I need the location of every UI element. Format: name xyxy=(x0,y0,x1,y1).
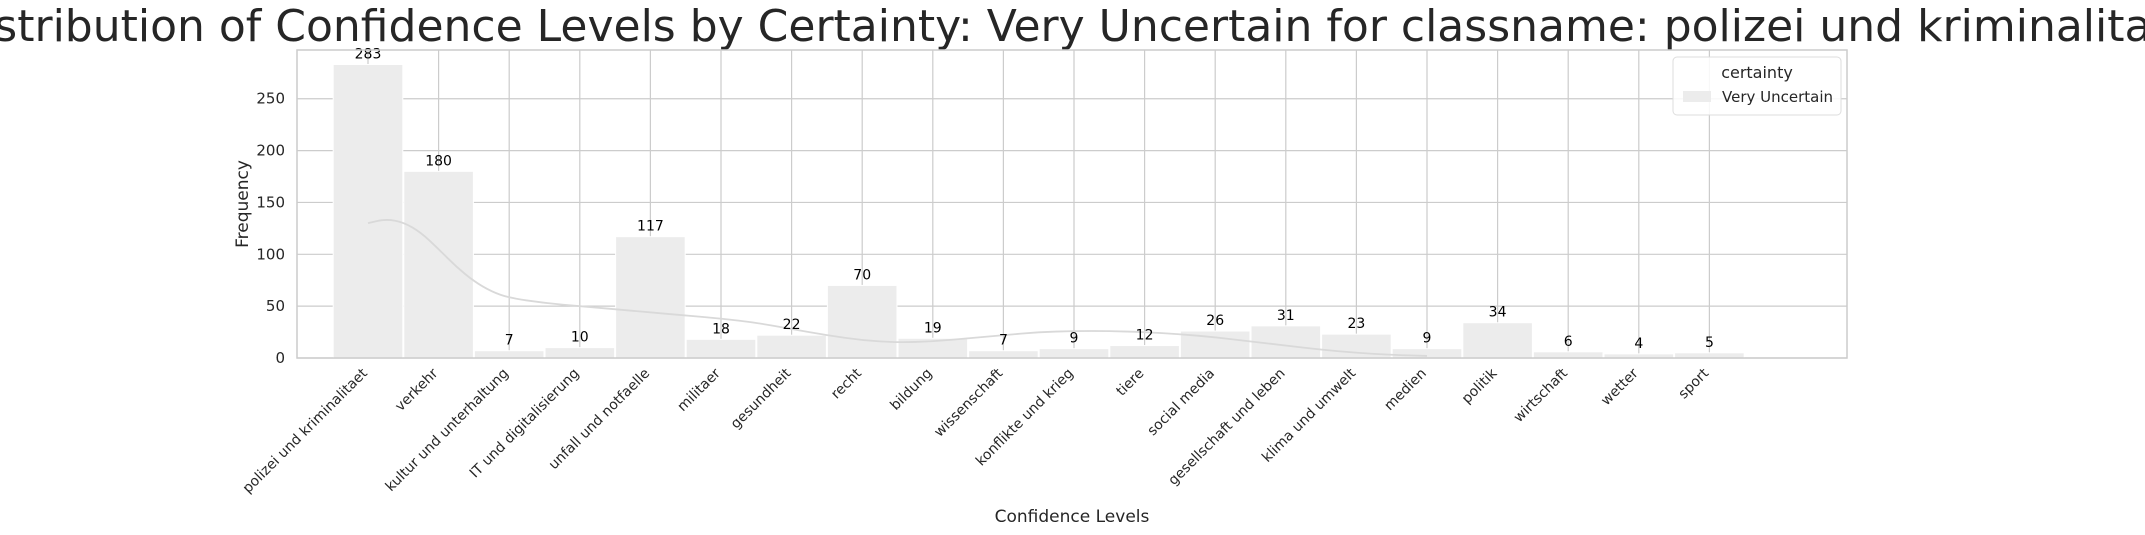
y-tick-label: 100 xyxy=(256,245,285,263)
x-tick-label: wissenschaft xyxy=(931,365,1006,440)
x-tick-label: gesellschaft und leben xyxy=(1165,366,1288,489)
x-tick-label: medien xyxy=(1381,366,1429,414)
bar-value-label: 6 xyxy=(1564,334,1573,350)
bar xyxy=(1391,348,1463,359)
bar-value-label: 283 xyxy=(355,47,382,63)
chart-title: Distribution of Confidence Levels by Cer… xyxy=(0,1,2145,52)
bar-value-label: 180 xyxy=(425,153,452,169)
legend-title: certainty xyxy=(1721,63,1793,82)
bar xyxy=(615,236,686,359)
x-tick-label: recht xyxy=(828,365,865,402)
bar xyxy=(1462,322,1533,359)
legend-swatch xyxy=(1683,91,1711,102)
bar-value-label: 18 xyxy=(712,321,730,337)
legend-entry-very-uncertain: Very Uncertain xyxy=(1722,88,1833,106)
x-tick-label: verkehr xyxy=(392,365,441,414)
y-axis-ticks: 0 50 100 150 200 250 xyxy=(256,90,285,367)
x-tick-label: wetter xyxy=(1598,365,1642,409)
bar xyxy=(1674,352,1745,359)
bar xyxy=(756,334,827,359)
bar-value-label: 34 xyxy=(1489,305,1507,321)
bar xyxy=(473,350,545,359)
bar-value-label: 4 xyxy=(1634,336,1643,352)
y-tick-label: 150 xyxy=(256,193,285,211)
x-axis-label: Confidence Levels xyxy=(995,507,1150,527)
x-tick-label: politik xyxy=(1459,365,1501,407)
bar xyxy=(332,64,404,359)
bar-value-label: 19 xyxy=(924,320,942,336)
bar xyxy=(968,350,1039,359)
bar-value-label: 10 xyxy=(571,330,589,346)
x-tick-label: tiere xyxy=(1113,366,1147,400)
bar xyxy=(1109,345,1180,359)
bars xyxy=(332,64,1745,359)
y-tick-label: 250 xyxy=(256,90,285,108)
bar-value-label: 22 xyxy=(783,317,801,333)
x-tick-label: wirtschaft xyxy=(1511,365,1572,426)
y-axis-label: Frequency xyxy=(233,160,253,248)
bar xyxy=(403,170,474,359)
x-tick-label: gesundheit xyxy=(728,365,795,432)
x-tick-label: polizei und kriminalitaet xyxy=(240,365,371,496)
bar-value-label: 5 xyxy=(1705,335,1714,351)
kde-curve xyxy=(367,219,1428,357)
legend-box xyxy=(1672,56,1842,116)
bar-value-label: 31 xyxy=(1277,308,1295,324)
bar-value-label: 9 xyxy=(1423,331,1432,347)
plot-area: 283 180 7 10 117 18 22 70 19 7 9 12 26 31 23 9 34 6 4 5 xyxy=(296,47,1848,359)
bar xyxy=(1532,351,1604,359)
bar xyxy=(544,347,616,359)
plot-frame xyxy=(296,49,1848,359)
bar-value-labels: 283 180 7 10 117 18 22 70 19 7 9 12 26 31 23 9 34 6 4 5 xyxy=(355,47,1714,352)
x-tick-label: bildung xyxy=(887,366,935,414)
x-tick-label: sport xyxy=(1675,365,1712,402)
legend: certainty Very Uncertain xyxy=(1672,56,1842,116)
bar-value-label: 26 xyxy=(1206,313,1224,329)
bar-value-label: 9 xyxy=(1070,331,1079,347)
bar xyxy=(685,338,757,359)
bar xyxy=(1038,348,1110,359)
bar-value-label: 23 xyxy=(1347,316,1365,332)
bar-value-label: 70 xyxy=(853,267,871,283)
y-tick-label: 0 xyxy=(275,349,285,367)
y-tick-label: 200 xyxy=(256,142,285,160)
x-tick-label: kultur und unterhaltung xyxy=(383,366,512,495)
plot-background xyxy=(297,50,1847,358)
bar-value-label: 7 xyxy=(505,333,514,349)
bar-value-label: 12 xyxy=(1136,328,1154,344)
x-tick-label: social media xyxy=(1145,366,1219,440)
x-tick-label: militaer xyxy=(675,365,724,414)
y-tick-label: 50 xyxy=(266,297,285,315)
kde-line xyxy=(367,219,1428,357)
bar xyxy=(826,284,898,359)
bar-value-label: 7 xyxy=(999,333,1008,349)
bar-value-label: 117 xyxy=(637,219,664,235)
